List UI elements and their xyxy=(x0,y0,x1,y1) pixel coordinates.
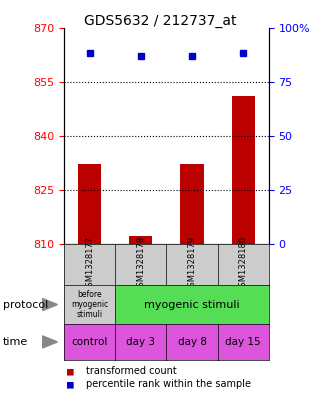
Text: transformed count: transformed count xyxy=(86,366,177,376)
Text: day 15: day 15 xyxy=(225,337,261,347)
Text: day 3: day 3 xyxy=(126,337,155,347)
Text: time: time xyxy=(3,337,28,347)
Text: day 8: day 8 xyxy=(178,337,206,347)
Bar xyxy=(129,237,152,244)
Bar xyxy=(78,164,101,244)
Text: before
myogenic
stimuli: before myogenic stimuli xyxy=(71,290,108,320)
Text: control: control xyxy=(71,337,108,347)
Polygon shape xyxy=(43,299,58,310)
Text: protocol: protocol xyxy=(3,299,48,310)
Bar xyxy=(180,164,204,244)
Text: myogenic stimuli: myogenic stimuli xyxy=(144,299,240,310)
Text: GSM1328177: GSM1328177 xyxy=(85,236,94,292)
Text: GDS5632 / 212737_at: GDS5632 / 212737_at xyxy=(84,14,236,28)
Text: ■: ■ xyxy=(67,366,74,376)
Text: GSM1328178: GSM1328178 xyxy=(136,236,145,292)
Text: GSM1328180: GSM1328180 xyxy=(239,236,248,292)
Polygon shape xyxy=(43,336,58,348)
Text: percentile rank within the sample: percentile rank within the sample xyxy=(86,379,252,389)
Text: ■: ■ xyxy=(67,379,74,389)
Bar xyxy=(232,96,255,244)
Text: GSM1328179: GSM1328179 xyxy=(188,236,196,292)
